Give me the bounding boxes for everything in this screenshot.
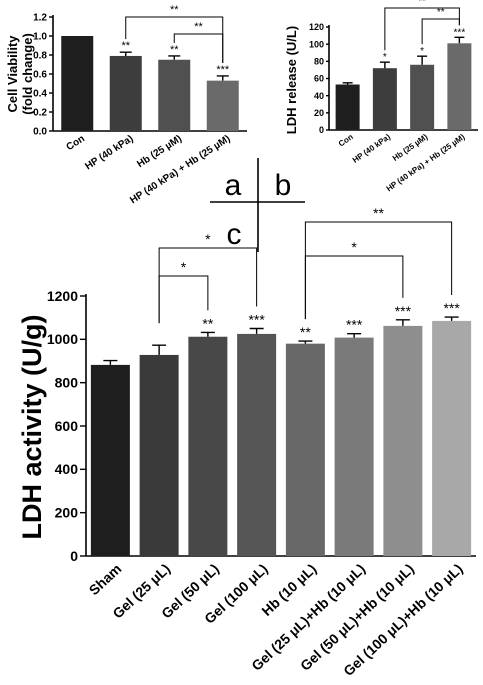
y-tick-label: 0.8	[33, 51, 47, 62]
panel-label-c: c	[227, 218, 242, 251]
panel-label-b: b	[275, 169, 292, 202]
bar	[237, 333, 277, 556]
comparison-label: **	[194, 21, 203, 33]
bar	[206, 80, 239, 131]
y-axis-title-line2: (fold change)	[20, 33, 35, 115]
bar	[372, 68, 397, 130]
comparison-bracket	[158, 247, 258, 324]
significance-mark: ***	[443, 300, 460, 316]
error-bar	[249, 327, 264, 334]
y-tick-label: 80	[314, 56, 324, 66]
y-tick-label: 400	[55, 461, 79, 477]
y-tick-label: 100	[309, 39, 324, 49]
y-axis-title-line1: Cell Viability	[5, 35, 20, 113]
error-bar	[216, 75, 229, 81]
comparison-bracket	[304, 221, 453, 320]
y-tick-label: 600	[55, 418, 79, 434]
significance-mark: ***	[248, 312, 265, 328]
y-tick-label: 1000	[47, 331, 78, 347]
comparison-label: *	[351, 239, 357, 255]
bar	[410, 64, 435, 130]
significance-mark: ***	[216, 64, 230, 76]
y-tick-label: 0.4	[33, 89, 47, 100]
y-tick-label: 1.0	[33, 32, 47, 43]
y-tick-label: 20	[314, 108, 324, 118]
y-tick-label: 1200	[47, 288, 78, 304]
comparison-bracket	[421, 18, 460, 45]
y-tick-label: 0.6	[33, 70, 47, 81]
error-bar	[395, 319, 410, 326]
error-bar	[342, 82, 353, 85]
bar	[285, 343, 325, 556]
y-axis-title: LDH activity (U/g)	[17, 314, 47, 539]
panel-label-a: a	[225, 169, 242, 202]
error-bar	[417, 55, 428, 65]
error-bar	[444, 316, 459, 321]
y-tick-label: 800	[55, 375, 79, 391]
error-bar	[379, 61, 390, 69]
significance-mark: **	[202, 315, 213, 331]
error-bar	[347, 333, 362, 338]
bar	[90, 364, 130, 556]
bar	[61, 36, 94, 131]
x-tick-label: HP (40 kPa)	[83, 133, 135, 172]
y-tick-label: 40	[314, 91, 324, 101]
comparison-label: **	[437, 7, 445, 18]
error-bar	[119, 51, 132, 56]
y-axis-title: LDH release (U/L)	[284, 26, 299, 134]
bar	[158, 59, 191, 131]
bar	[335, 84, 360, 130]
comparison-bracket	[384, 7, 460, 51]
x-tick-label: Con	[65, 133, 87, 153]
y-tick-label: 1.2	[33, 13, 47, 24]
bar	[447, 43, 472, 130]
x-tick-label: HP (40 kPa)	[351, 132, 392, 165]
bar	[383, 325, 423, 556]
y-tick-label: 60	[314, 74, 324, 84]
y-tick-label: 120	[309, 22, 324, 32]
significance-mark: ***	[346, 317, 363, 333]
comparison-label: **	[418, 0, 426, 7]
comparison-label: **	[170, 4, 179, 16]
significance-mark: ***	[454, 27, 466, 38]
bar	[334, 337, 374, 556]
y-tick-label: 0	[70, 548, 78, 564]
significance-mark: ***	[395, 303, 412, 319]
x-tick-label: Sham	[86, 560, 125, 598]
comparison-bracket	[173, 33, 224, 63]
y-tick-label: 0.0	[33, 127, 47, 138]
y-tick-label: 0.2	[33, 108, 47, 119]
significance-mark: **	[121, 40, 130, 52]
y-tick-label: 0	[319, 125, 324, 135]
bar	[109, 55, 142, 132]
comparison-label: **	[373, 205, 384, 221]
comparison-label: *	[205, 231, 211, 247]
error-bar	[200, 331, 215, 337]
error-bar	[103, 359, 118, 365]
error-bar	[298, 340, 313, 344]
bar	[432, 320, 472, 556]
significance-mark: **	[300, 324, 311, 340]
comparison-bracket	[304, 255, 404, 320]
x-tick-label: Con	[337, 132, 355, 148]
y-tick-label: 200	[55, 505, 79, 521]
bar	[139, 354, 179, 556]
error-bar	[454, 36, 465, 44]
panel-divider	[210, 158, 305, 252]
bar	[188, 336, 228, 556]
comparison-bracket	[158, 275, 209, 324]
error-bar	[168, 55, 181, 60]
significance-mark: *	[383, 52, 387, 63]
comparison-label: *	[181, 259, 187, 275]
significance-mark: **	[170, 44, 179, 56]
significance-mark: *	[420, 46, 424, 57]
error-bar	[152, 344, 167, 355]
